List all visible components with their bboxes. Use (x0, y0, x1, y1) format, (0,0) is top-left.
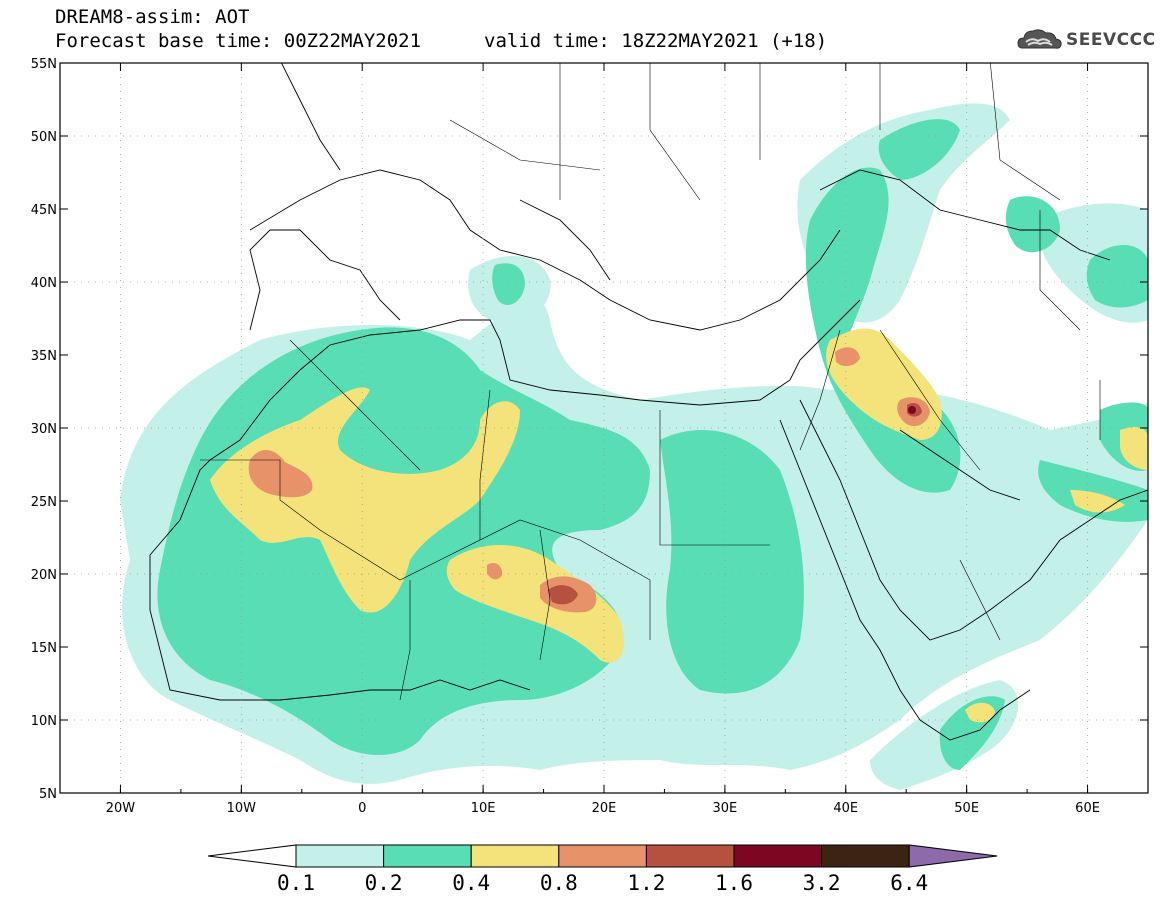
colorbar-segment (383, 844, 472, 868)
cloud-icon (1017, 29, 1062, 49)
lat-label: 45N (31, 203, 57, 218)
colorbar-high-arrow (908, 844, 998, 868)
colorbar-label: 0.2 (364, 871, 403, 895)
aot-shading (120, 103, 1148, 790)
colorbar-segment (470, 844, 560, 868)
lon-label: 30E (713, 801, 738, 816)
colorbar-segment (645, 844, 735, 868)
colorbar-label: 1.6 (715, 871, 753, 895)
lon-label: 20W (106, 801, 136, 816)
lat-label: 20N (31, 568, 57, 583)
aot-colorbar (207, 844, 998, 868)
lon-label: 20E (592, 801, 617, 816)
colorbar-label: 0.8 (539, 871, 578, 895)
lat-label: 15N (31, 641, 57, 656)
axis-ticks (59, 62, 1149, 794)
lat-label: 40N (31, 276, 57, 291)
colorbar-segment (558, 844, 647, 868)
colorbar-label: 3.2 (802, 871, 841, 895)
colorbar-label: 0.1 (277, 871, 315, 895)
lat-label: 35N (31, 349, 57, 364)
seevccc-logo: SEEVCCC (1016, 24, 1155, 56)
colorbar-label: 0.4 (452, 871, 491, 895)
lat-label: 10N (31, 714, 57, 729)
country-borders (200, 63, 1101, 701)
colorbar-segment (733, 844, 823, 868)
lon-label: 50E (954, 801, 979, 816)
logo-text: SEEVCCC (1066, 30, 1156, 50)
lat-label: 55N (31, 57, 57, 72)
lat-label: 30N (31, 422, 57, 437)
lon-label: 60E (1075, 801, 1100, 816)
lon-label: 0 (358, 801, 366, 816)
colorbar-label: 6.4 (890, 871, 929, 895)
lon-label: 10W (227, 801, 257, 816)
valid-time: valid time: 18Z22MAY2021 (+18) (484, 30, 828, 52)
lon-label: 40E (833, 801, 858, 816)
colorbar-low-arrow (207, 844, 297, 868)
colorbar-segment (295, 844, 385, 868)
aot-level-1-6 (908, 406, 916, 414)
colorbar-label: 1.2 (627, 871, 666, 895)
lat-label: 50N (31, 130, 57, 145)
forecast-base-time: Forecast base time: 00Z22MAY2021 (55, 30, 422, 52)
lat-label: 5N (39, 787, 57, 802)
lat-label: 25N (31, 495, 57, 510)
coastlines (149, 63, 1148, 741)
map-title: DREAM8-assim: AOT (55, 6, 250, 28)
axis-tick-labels: 20W 10W 0 10E 20E 30E 40E 50E 60E 55N 50N 45N 40N 35N… (31, 57, 1100, 816)
graticule (60, 63, 1148, 793)
colorbar-segment (821, 844, 910, 868)
lon-label: 10E (471, 801, 496, 816)
